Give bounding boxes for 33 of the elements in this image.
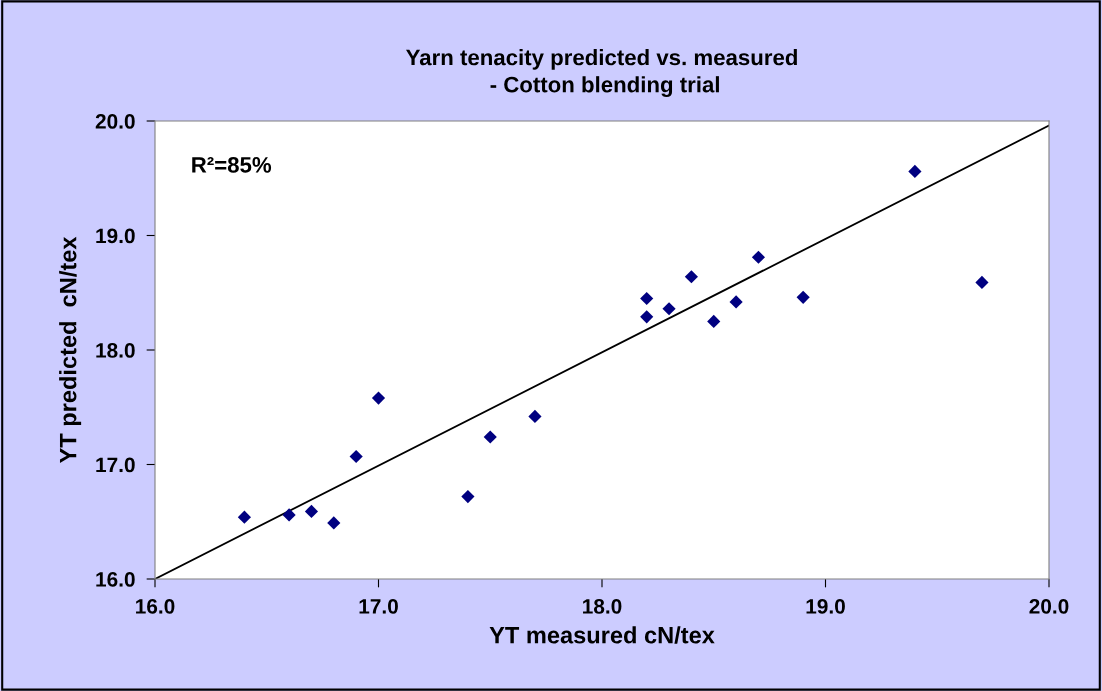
annotation: R²=85% bbox=[192, 157, 272, 173]
chart-title: Yarn tenacity predicted vs. measured - Cotton blending trial bbox=[406, 49, 797, 97]
y-tick-label: 20.0 bbox=[95, 114, 135, 129]
y-axis-title: YT predicted cN/tex bbox=[59, 236, 82, 464]
point bbox=[483, 430, 497, 444]
x-tick-label: 19.0 bbox=[806, 598, 845, 614]
x-tick-label: 17.0 bbox=[359, 598, 398, 614]
y-tick-label: 16.0 bbox=[96, 572, 135, 587]
point bbox=[640, 291, 654, 306]
x-tick-label: 16.0 bbox=[136, 598, 175, 614]
x-axis-title: YT measured cN/tex bbox=[489, 626, 715, 644]
point bbox=[237, 510, 251, 524]
point bbox=[975, 275, 989, 290]
y-tick-label: 19.0 bbox=[96, 228, 135, 244]
x-tick-label: 18.0 bbox=[583, 598, 622, 614]
point bbox=[461, 489, 475, 504]
y-tick-label: 18.0 bbox=[96, 343, 135, 358]
point bbox=[304, 504, 319, 519]
y-tick-label: 17.0 bbox=[96, 457, 135, 473]
point bbox=[729, 295, 743, 309]
point bbox=[528, 409, 542, 423]
point bbox=[796, 290, 810, 304]
point bbox=[349, 449, 363, 464]
x-tick-label: 20.0 bbox=[1029, 598, 1069, 614]
point bbox=[282, 508, 296, 522]
point bbox=[662, 302, 676, 316]
point bbox=[751, 250, 766, 264]
point bbox=[327, 516, 341, 530]
point bbox=[707, 314, 721, 328]
point bbox=[371, 391, 386, 405]
point bbox=[640, 310, 654, 324]
point bbox=[684, 270, 698, 284]
point bbox=[908, 164, 922, 178]
